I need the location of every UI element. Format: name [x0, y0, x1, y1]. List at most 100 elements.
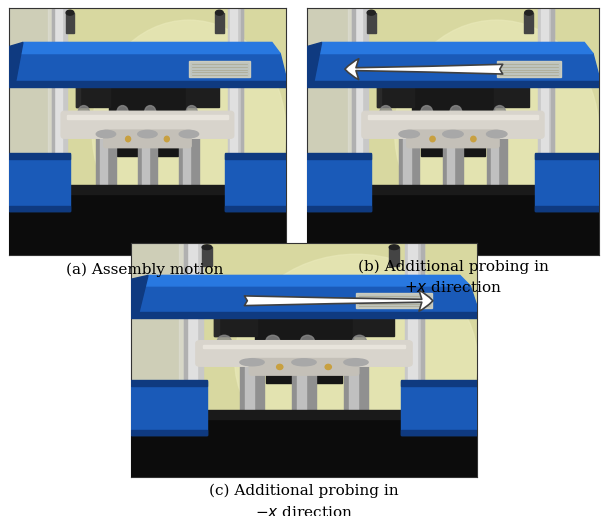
- Bar: [9, 154, 70, 211]
- Ellipse shape: [66, 10, 74, 15]
- Bar: [230, 8, 237, 255]
- Polygon shape: [313, 42, 593, 54]
- Bar: [214, 315, 257, 336]
- Bar: [307, 8, 359, 255]
- Bar: [292, 362, 316, 418]
- Bar: [52, 8, 54, 255]
- Bar: [245, 362, 254, 418]
- Ellipse shape: [395, 20, 599, 243]
- Ellipse shape: [486, 131, 507, 138]
- Bar: [48, 8, 61, 255]
- Bar: [214, 315, 219, 336]
- Bar: [131, 430, 207, 435]
- Ellipse shape: [421, 106, 432, 118]
- Bar: [404, 243, 424, 477]
- Ellipse shape: [92, 20, 286, 243]
- Bar: [401, 380, 477, 386]
- Bar: [255, 315, 353, 344]
- Bar: [184, 243, 187, 477]
- Ellipse shape: [277, 364, 283, 369]
- Bar: [389, 247, 399, 266]
- Bar: [131, 380, 207, 386]
- Bar: [344, 362, 368, 418]
- Ellipse shape: [240, 359, 264, 366]
- Bar: [179, 134, 199, 194]
- Bar: [9, 185, 286, 194]
- Polygon shape: [127, 276, 148, 318]
- Bar: [215, 13, 224, 33]
- Polygon shape: [6, 81, 289, 87]
- Ellipse shape: [525, 10, 533, 15]
- Ellipse shape: [380, 106, 392, 118]
- Bar: [377, 85, 381, 107]
- Bar: [138, 134, 157, 194]
- Ellipse shape: [443, 131, 463, 138]
- Bar: [266, 344, 342, 383]
- Ellipse shape: [494, 106, 505, 118]
- Bar: [186, 85, 219, 107]
- Bar: [534, 154, 599, 211]
- Bar: [355, 8, 362, 255]
- Ellipse shape: [399, 131, 420, 138]
- Polygon shape: [304, 42, 322, 87]
- Bar: [225, 153, 286, 159]
- Bar: [179, 243, 196, 477]
- Bar: [67, 116, 227, 119]
- Bar: [399, 134, 420, 194]
- Bar: [75, 85, 110, 107]
- Bar: [189, 61, 250, 77]
- Polygon shape: [304, 81, 602, 87]
- Ellipse shape: [218, 335, 231, 347]
- Polygon shape: [137, 276, 471, 286]
- Bar: [447, 134, 454, 194]
- Bar: [497, 61, 561, 77]
- Bar: [353, 315, 394, 336]
- Ellipse shape: [266, 335, 280, 347]
- FancyBboxPatch shape: [249, 359, 359, 375]
- Polygon shape: [127, 312, 481, 318]
- Bar: [443, 134, 463, 194]
- Bar: [421, 114, 485, 156]
- Bar: [551, 8, 554, 255]
- Bar: [188, 243, 196, 477]
- Text: (c) Additional probing in: (c) Additional probing in: [209, 484, 399, 498]
- Polygon shape: [127, 286, 481, 318]
- Bar: [52, 8, 67, 255]
- Ellipse shape: [389, 245, 399, 250]
- Bar: [352, 8, 354, 255]
- Bar: [131, 243, 193, 477]
- Bar: [117, 114, 178, 156]
- Bar: [307, 188, 599, 255]
- Bar: [348, 8, 362, 255]
- Bar: [368, 116, 537, 119]
- Ellipse shape: [353, 335, 367, 347]
- Ellipse shape: [164, 136, 169, 142]
- Bar: [9, 206, 70, 211]
- Ellipse shape: [186, 106, 197, 118]
- Ellipse shape: [235, 254, 477, 465]
- Bar: [349, 362, 358, 418]
- Text: (a) Assembly motion: (a) Assembly motion: [66, 262, 223, 277]
- Bar: [367, 13, 376, 33]
- Bar: [486, 134, 507, 194]
- Text: (b) Additional probing in: (b) Additional probing in: [358, 260, 548, 274]
- Bar: [534, 153, 599, 159]
- Bar: [307, 153, 371, 159]
- Bar: [297, 362, 306, 418]
- Polygon shape: [15, 42, 280, 54]
- Bar: [9, 8, 59, 255]
- Bar: [525, 13, 533, 33]
- Bar: [96, 134, 116, 194]
- Ellipse shape: [300, 335, 314, 347]
- Bar: [377, 85, 413, 107]
- Ellipse shape: [367, 10, 375, 15]
- Ellipse shape: [179, 131, 199, 138]
- Bar: [131, 414, 477, 477]
- Text: $-x$ direction: $-x$ direction: [255, 505, 353, 516]
- Polygon shape: [304, 54, 602, 87]
- Bar: [100, 134, 108, 194]
- FancyBboxPatch shape: [196, 341, 412, 366]
- Bar: [401, 381, 477, 435]
- Bar: [412, 85, 494, 114]
- Bar: [307, 185, 599, 194]
